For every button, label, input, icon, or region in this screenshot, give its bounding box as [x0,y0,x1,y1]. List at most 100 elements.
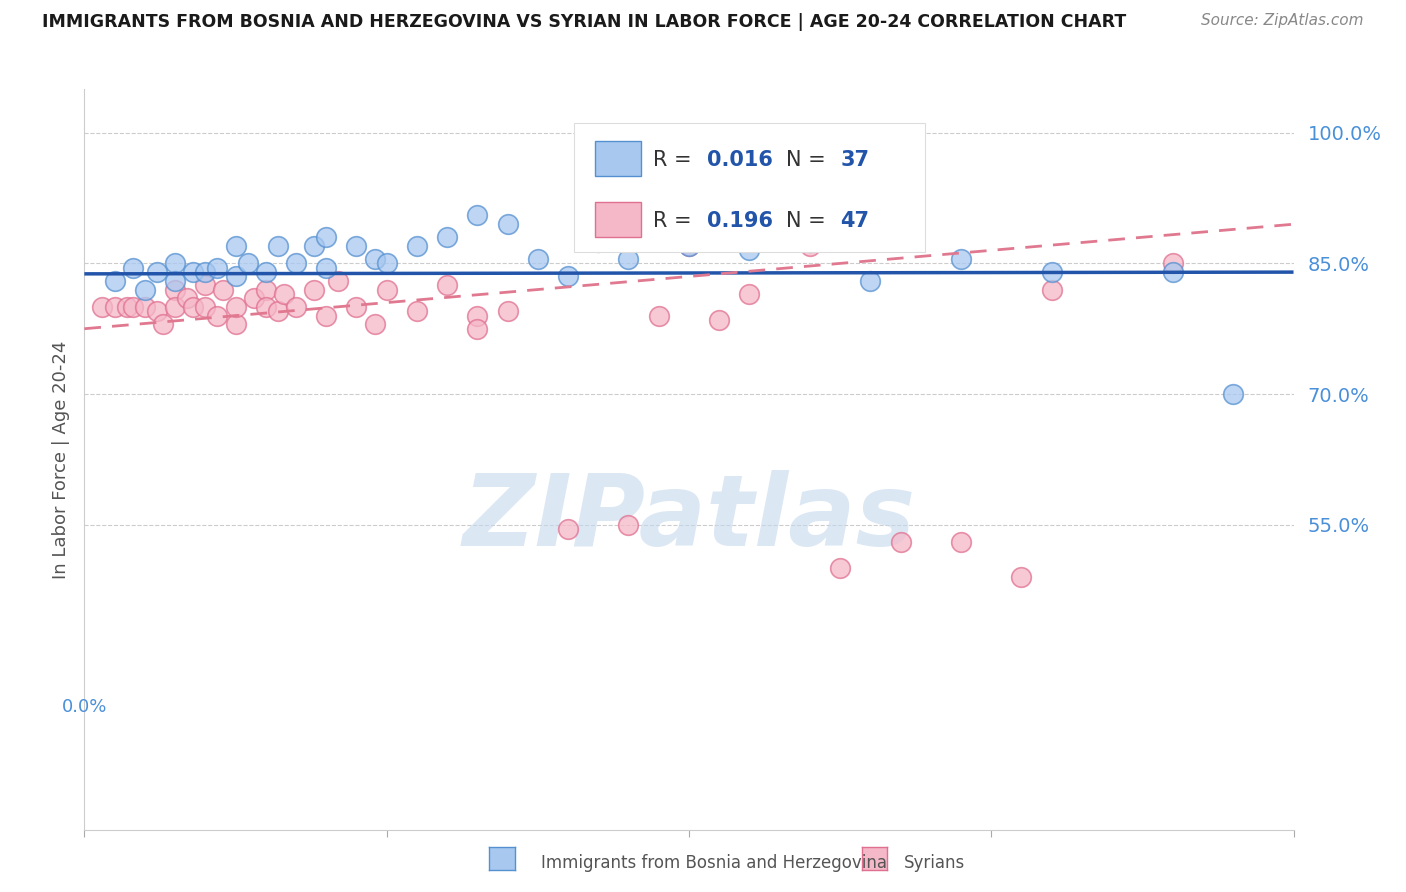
FancyBboxPatch shape [595,202,641,236]
Point [588,235,610,249]
Text: Syrians: Syrians [904,854,966,871]
Point [467,322,489,336]
Point [165,256,187,270]
Point [375,256,398,270]
Point [225,269,247,284]
Point [134,283,156,297]
Point [1161,256,1184,270]
Point [152,318,174,332]
Point [176,291,198,305]
Point [273,286,295,301]
Point [91,300,114,314]
Point [181,265,204,279]
Point [1040,283,1063,297]
Point [165,300,187,314]
Point [236,256,259,270]
Point [115,300,138,314]
Point [436,278,458,293]
Point [617,252,640,266]
Point [104,300,127,314]
Point [557,522,579,536]
Point [254,283,277,297]
Point [207,309,229,323]
Text: Immigrants from Bosnia and Herzegovina: Immigrants from Bosnia and Herzegovina [541,854,887,871]
Point [648,309,671,323]
Point [302,283,325,297]
Point [950,252,973,266]
Point [267,304,290,318]
Point [375,283,398,297]
Point [363,252,385,266]
Point [181,300,204,314]
Point [678,239,700,253]
Point [194,300,217,314]
Point [225,318,247,332]
Text: 0.0%: 0.0% [62,698,107,715]
Text: R =: R = [652,211,697,231]
Point [134,300,156,314]
Point [363,318,385,332]
Point [799,235,821,249]
Point [315,230,337,244]
Text: ZIPatlas: ZIPatlas [463,470,915,567]
Point [496,217,519,231]
Point [406,304,429,318]
Point [207,260,229,275]
Point [799,239,821,253]
Text: R =: R = [652,150,697,170]
Text: 0.196: 0.196 [707,211,773,231]
Point [527,252,550,266]
Point [950,535,973,549]
Point [225,239,247,253]
Point [1011,570,1033,584]
Point [1161,265,1184,279]
Point [315,260,337,275]
Text: N =: N = [786,211,832,231]
Point [194,265,217,279]
Text: 47: 47 [841,211,869,231]
Text: Source: ZipAtlas.com: Source: ZipAtlas.com [1201,13,1364,29]
Point [678,239,700,253]
Point [254,300,277,314]
Point [302,239,325,253]
Point [830,561,852,575]
Y-axis label: In Labor Force | Age 20-24: In Labor Force | Age 20-24 [52,340,70,579]
Text: N =: N = [786,150,832,170]
Text: 0.016: 0.016 [707,150,773,170]
Point [436,230,458,244]
Point [212,283,235,297]
Point [267,239,290,253]
Text: 37: 37 [841,150,869,170]
Point [738,286,761,301]
Point [1040,265,1063,279]
Point [557,269,579,284]
Point [285,300,308,314]
Point [467,309,489,323]
Point [104,274,127,288]
Point [315,309,337,323]
Point [225,300,247,314]
Point [254,265,277,279]
Point [617,517,640,532]
Point [121,260,143,275]
Point [242,291,264,305]
Point [1222,387,1244,401]
Point [194,278,217,293]
Point [496,304,519,318]
Point [346,300,368,314]
FancyBboxPatch shape [574,122,925,252]
Text: IMMIGRANTS FROM BOSNIA AND HERZEGOVINA VS SYRIAN IN LABOR FORCE | AGE 20-24 CORR: IMMIGRANTS FROM BOSNIA AND HERZEGOVINA V… [42,13,1126,31]
Point [406,239,429,253]
FancyBboxPatch shape [595,142,641,176]
Point [121,300,143,314]
Point [165,274,187,288]
Point [146,304,169,318]
Point [328,274,350,288]
Point [165,283,187,297]
Point [709,313,731,327]
Point [285,256,308,270]
Point [859,274,882,288]
Point [738,244,761,258]
Point [346,239,368,253]
Point [146,265,169,279]
